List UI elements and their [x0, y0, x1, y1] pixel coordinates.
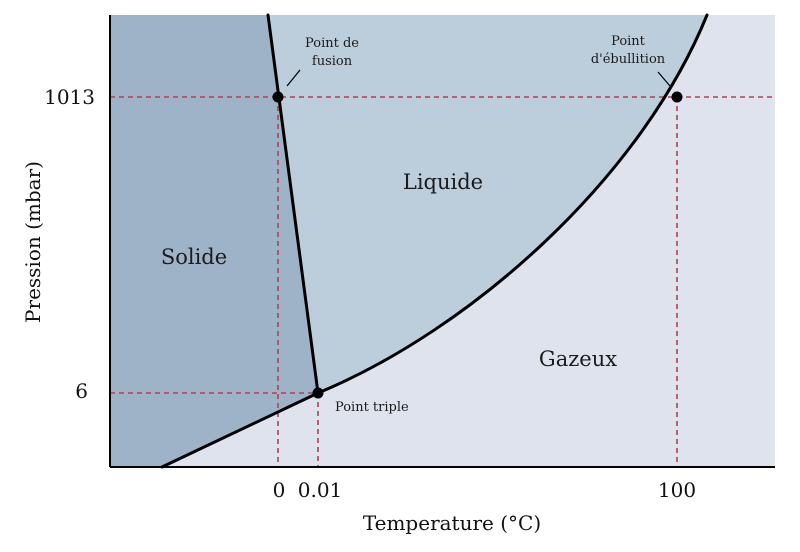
x-tick-0-01: 0.01	[298, 478, 343, 502]
guide-lines	[110, 96, 775, 467]
boiling-point-pointer	[657, 71, 671, 87]
y-tick-1013: 1013	[44, 85, 95, 109]
boiling-point-label-line1: Point	[611, 34, 646, 49]
y-axis-label: Pression (mbar)	[21, 161, 45, 323]
solid-region	[110, 15, 318, 467]
triple-point-marker	[312, 387, 324, 399]
solid-region-label: Solide	[161, 245, 227, 269]
liquid-region	[268, 15, 707, 393]
gas-region-label: Gazeux	[539, 347, 617, 371]
boiling-point-marker	[671, 91, 683, 103]
vaporization-curve	[316, 13, 709, 395]
x-axis-label: Temperature (°C)	[363, 511, 541, 535]
axes	[109, 15, 775, 468]
melting-point-pointer	[286, 69, 301, 87]
triple-point-label: Point triple	[335, 400, 409, 415]
melting-point-label-line1: Point de	[305, 36, 359, 51]
fusion-curve	[266, 13, 320, 395]
sublimation-curve	[160, 391, 320, 469]
melting-point-label-line2: fusion	[312, 54, 353, 69]
boiling-point-label-line2: d'ébullition	[591, 52, 666, 67]
phase-boundaries	[160, 13, 709, 469]
liquid-region-label: Liquide	[403, 170, 483, 194]
melting-point-marker	[272, 91, 284, 103]
x-tick-0: 0	[273, 478, 286, 502]
y-tick-6: 6	[75, 379, 88, 403]
x-tick-100: 100	[658, 478, 696, 502]
